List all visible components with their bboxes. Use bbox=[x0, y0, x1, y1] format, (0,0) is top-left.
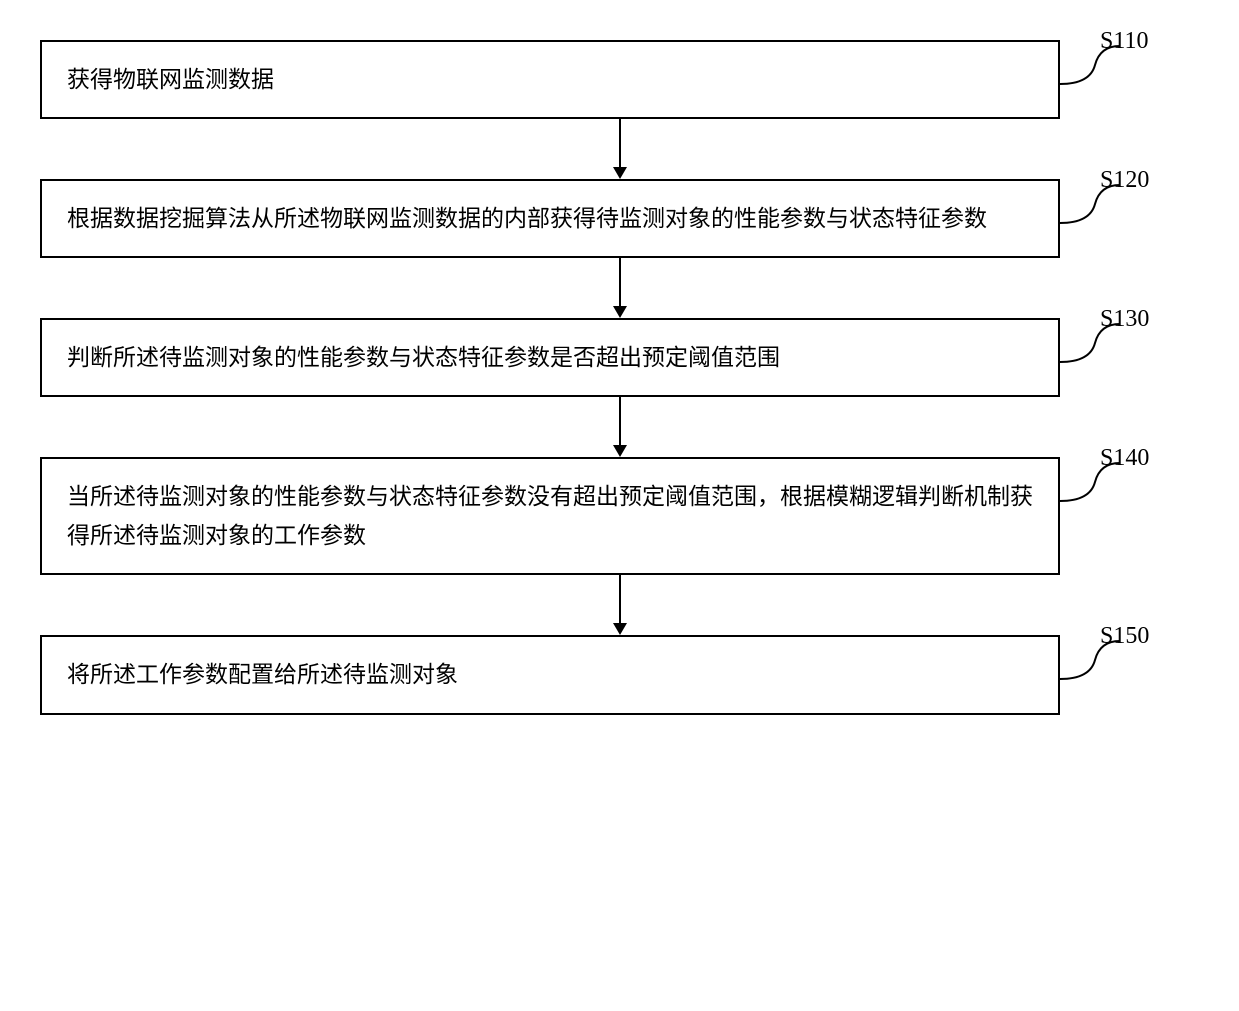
step-container: 当所述待监测对象的性能参数与状态特征参数没有超出预定阈值范围，根据模糊逻辑判断机… bbox=[40, 457, 1199, 575]
step-text: 判断所述待监测对象的性能参数与状态特征参数是否超出预定阈值范围 bbox=[67, 345, 780, 370]
step-label-s150: S150 bbox=[1100, 623, 1149, 650]
step-label-s140: S140 bbox=[1100, 445, 1149, 472]
arrow-down bbox=[619, 119, 621, 179]
step-box-s140: 当所述待监测对象的性能参数与状态特征参数没有超出预定阈值范围，根据模糊逻辑判断机… bbox=[40, 457, 1060, 575]
step-label-s120: S120 bbox=[1100, 167, 1149, 194]
arrow-down bbox=[619, 397, 621, 457]
arrow-down bbox=[619, 575, 621, 635]
step-text: 根据数据挖掘算法从所述物联网监测数据的内部获得待监测对象的性能参数与状态特征参数 bbox=[67, 206, 987, 231]
step-label-s130: S130 bbox=[1100, 306, 1149, 333]
step-box-s120: 根据数据挖掘算法从所述物联网监测数据的内部获得待监测对象的性能参数与状态特征参数 bbox=[40, 179, 1060, 258]
step-text: 当所述待监测对象的性能参数与状态特征参数没有超出预定阈值范围，根据模糊逻辑判断机… bbox=[67, 484, 1033, 548]
arrow-container bbox=[110, 575, 1130, 635]
step-container: 将所述工作参数配置给所述待监测对象 S150 bbox=[40, 635, 1199, 714]
arrow-container bbox=[110, 258, 1130, 318]
step-container: 获得物联网监测数据 S110 bbox=[40, 40, 1199, 119]
step-label-s110: S110 bbox=[1100, 28, 1148, 55]
arrow-container bbox=[110, 397, 1130, 457]
step-container: 根据数据挖掘算法从所述物联网监测数据的内部获得待监测对象的性能参数与状态特征参数… bbox=[40, 179, 1199, 258]
flowchart-container: 获得物联网监测数据 S110 根据数据挖掘算法从所述物联网监测数据的内部获得待监… bbox=[40, 40, 1199, 715]
step-box-s150: 将所述工作参数配置给所述待监测对象 bbox=[40, 635, 1060, 714]
step-text: 获得物联网监测数据 bbox=[67, 67, 274, 92]
step-text: 将所述工作参数配置给所述待监测对象 bbox=[67, 662, 458, 687]
arrow-container bbox=[110, 119, 1130, 179]
step-box-s110: 获得物联网监测数据 bbox=[40, 40, 1060, 119]
step-container: 判断所述待监测对象的性能参数与状态特征参数是否超出预定阈值范围 S130 bbox=[40, 318, 1199, 397]
arrow-down bbox=[619, 258, 621, 318]
step-box-s130: 判断所述待监测对象的性能参数与状态特征参数是否超出预定阈值范围 bbox=[40, 318, 1060, 397]
